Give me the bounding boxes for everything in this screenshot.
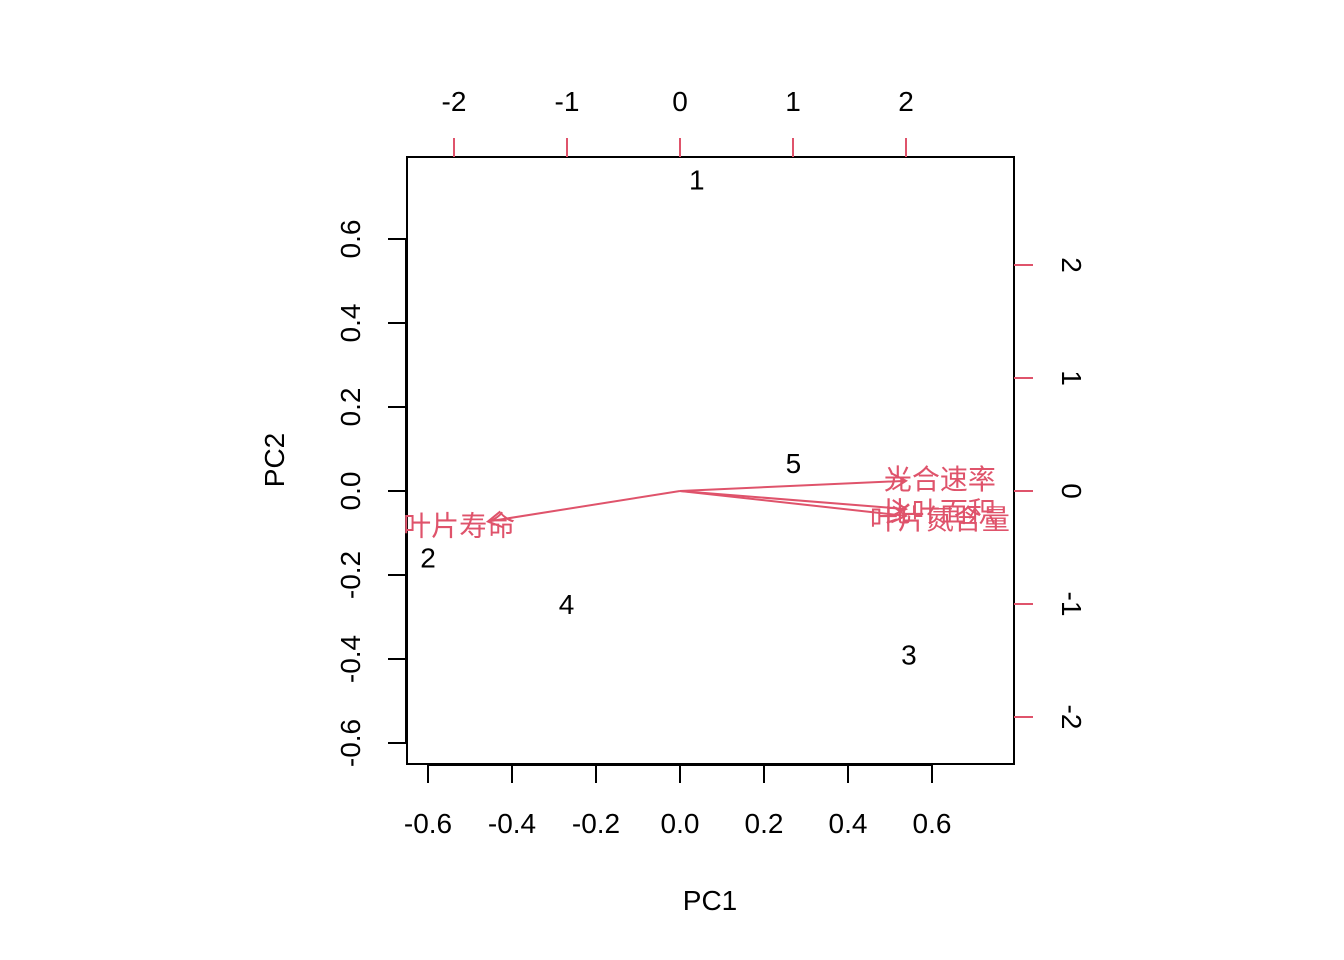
- observation-label: 3: [901, 639, 917, 670]
- x-tick-label: 0.6: [913, 808, 952, 839]
- x-axis: -0.6 -0.4 -0.2 0.0 0.2 0.4 0.6: [404, 764, 952, 839]
- top-axis-tick-label: 2: [898, 86, 914, 117]
- loading-arrow: [679, 479, 907, 492]
- loading-arrow: [487, 490, 681, 523]
- loading-arrow-head: [891, 472, 908, 491]
- top-axis-tick-label: 1: [785, 86, 801, 117]
- loading-arrow-head: [891, 499, 908, 517]
- observation-label: 5: [786, 448, 802, 479]
- y-axis: -0.6 -0.4 -0.2 0.0 0.2 0.4 0.6: [335, 220, 407, 767]
- x-tick-label: 0.0: [661, 808, 700, 839]
- right-loading-axis: -2 -1 0 1 2: [1014, 257, 1087, 729]
- observation-label: 1: [689, 165, 705, 196]
- right-axis-tick-label: 0: [1056, 483, 1087, 499]
- y-tick-label: -0.2: [335, 551, 366, 599]
- x-tick-label: 0.2: [745, 808, 784, 839]
- loading-arrow-head: [485, 510, 504, 529]
- variable-label: 叶片氮含量: [870, 503, 1010, 536]
- y-tick-label: 0.6: [335, 220, 366, 259]
- y-tick-label: 0.2: [335, 388, 366, 427]
- variable-label: 叶片寿命: [403, 510, 515, 543]
- top-loading-axis: -2 -1 0 1 2: [442, 86, 914, 157]
- observation-labels: 1 2 3 4 5: [420, 165, 916, 671]
- variable-label: 比叶面积: [884, 495, 996, 528]
- observation-label: 4: [559, 589, 575, 620]
- variable-label: 光合速率: [884, 463, 996, 496]
- y-axis-title: PC2: [259, 433, 290, 487]
- x-axis-title: PC1: [683, 885, 737, 916]
- x-tick-label: -0.2: [572, 808, 620, 839]
- loading-arrow: [679, 490, 907, 517]
- observation-label: 2: [420, 543, 436, 574]
- loading-arrow: [679, 490, 907, 511]
- top-axis-tick-label: -1: [555, 86, 580, 117]
- y-tick-label: 0.0: [335, 472, 366, 511]
- x-tick-label: 0.4: [829, 808, 868, 839]
- right-axis-tick-label: 2: [1056, 257, 1087, 273]
- top-axis-tick-label: 0: [672, 86, 688, 117]
- top-axis-tick-label: -2: [442, 86, 467, 117]
- x-tick-label: -0.4: [488, 808, 536, 839]
- right-axis-tick-label: 1: [1056, 370, 1087, 386]
- right-axis-tick-label: -1: [1056, 592, 1087, 617]
- loading-arrow-head: [890, 505, 908, 524]
- right-axis-tick-label: -2: [1056, 705, 1087, 730]
- y-tick-label: -0.6: [335, 719, 366, 767]
- y-tick-label: -0.4: [335, 635, 366, 683]
- x-tick-label: -0.6: [404, 808, 452, 839]
- y-tick-label: 0.4: [335, 304, 366, 343]
- plot-frame: [406, 156, 1015, 765]
